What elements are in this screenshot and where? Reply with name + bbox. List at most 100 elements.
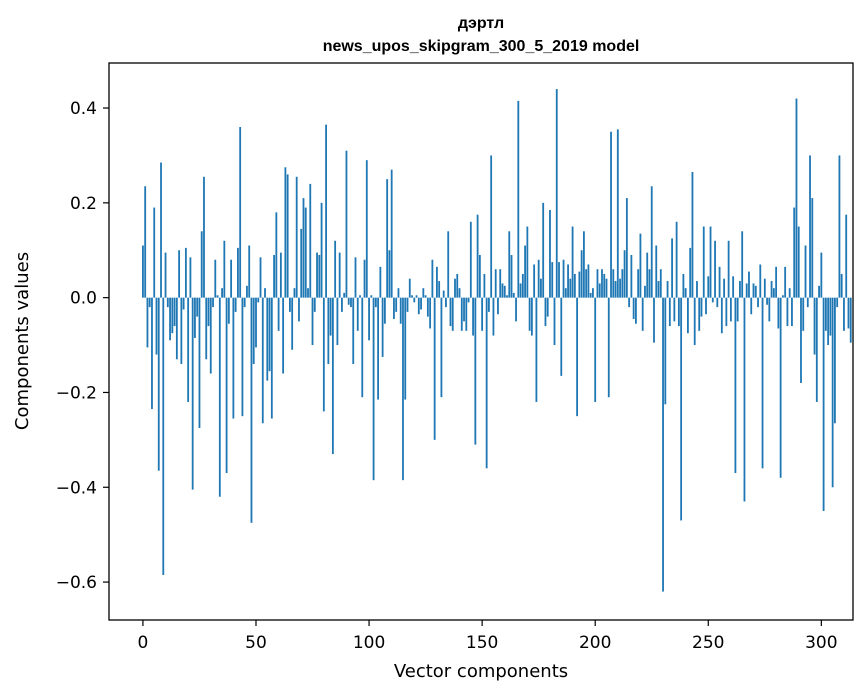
bar	[840, 273, 843, 298]
bar	[363, 259, 366, 298]
bar	[424, 295, 427, 298]
bar	[533, 264, 536, 298]
bar	[325, 124, 327, 298]
bar	[503, 285, 506, 298]
bar	[445, 297, 447, 308]
bar	[408, 278, 411, 298]
bar	[628, 297, 631, 308]
bar	[671, 238, 673, 298]
bar	[709, 226, 712, 298]
bar	[521, 273, 524, 298]
bar	[815, 297, 818, 402]
bar	[820, 252, 823, 298]
bar	[411, 295, 413, 298]
plot-frame	[108, 62, 854, 621]
bar	[345, 150, 348, 298]
bar	[343, 292, 346, 298]
bar	[354, 257, 357, 298]
bar	[431, 259, 434, 298]
bar	[320, 202, 323, 298]
bar	[786, 297, 789, 327]
x-axis-label: Vector components	[394, 661, 568, 682]
bar	[311, 297, 314, 346]
bar	[639, 233, 642, 298]
bar	[770, 281, 773, 298]
bar	[234, 297, 237, 312]
bar	[365, 160, 368, 298]
bar	[257, 297, 260, 303]
bar	[601, 269, 603, 298]
bar	[754, 285, 757, 298]
bar	[393, 297, 395, 319]
bar	[598, 283, 601, 298]
bar	[831, 297, 834, 488]
bar	[745, 283, 748, 298]
bar	[406, 297, 409, 312]
bar	[307, 288, 309, 298]
bar	[625, 198, 628, 298]
bar	[718, 266, 721, 298]
bar	[230, 259, 233, 298]
bar	[781, 295, 784, 298]
bar	[684, 288, 687, 298]
bar	[576, 297, 579, 417]
bar	[836, 297, 839, 308]
chart-title-line-1: дэртл	[458, 15, 504, 32]
bar	[463, 297, 465, 322]
bar	[420, 297, 422, 310]
bar	[252, 297, 255, 365]
bar	[644, 285, 646, 298]
bar	[824, 297, 827, 331]
bar	[243, 297, 246, 308]
bar	[705, 297, 707, 315]
bar	[528, 297, 531, 331]
x-tick-label: 250	[692, 633, 724, 653]
y-tick-label: 0.2	[70, 194, 97, 214]
bar	[189, 257, 192, 298]
bar	[460, 297, 463, 331]
bar	[300, 228, 303, 298]
bar	[741, 231, 744, 298]
bar	[766, 297, 768, 305]
bar	[646, 252, 649, 298]
bar	[526, 226, 529, 298]
bar	[614, 281, 617, 298]
bar	[603, 273, 606, 298]
x-tick-label: 50	[245, 633, 267, 653]
bar	[772, 288, 775, 298]
bar	[157, 297, 160, 471]
bar	[196, 297, 199, 317]
bar	[368, 297, 370, 341]
bar	[822, 297, 825, 511]
x-tick-label: 300	[805, 633, 837, 653]
bar	[637, 269, 640, 298]
bar	[668, 297, 671, 327]
bar	[171, 297, 174, 334]
bar	[451, 297, 454, 331]
bar	[736, 297, 739, 322]
bar	[700, 297, 703, 317]
bar	[214, 259, 217, 298]
bar	[350, 297, 352, 308]
y-tick-label: −0.4	[56, 478, 97, 498]
bar	[239, 127, 242, 298]
bar	[331, 297, 334, 455]
bar	[506, 295, 508, 298]
bar	[784, 266, 787, 298]
bar	[246, 285, 248, 298]
y-tick-label: 0.0	[70, 289, 97, 309]
bar	[802, 297, 805, 331]
bar	[641, 297, 644, 331]
bar	[696, 281, 698, 298]
bar	[313, 297, 316, 312]
bar	[255, 297, 257, 348]
bar	[237, 247, 239, 298]
bar	[544, 297, 547, 327]
bar	[372, 297, 375, 481]
y-tick-label: −0.2	[56, 383, 97, 403]
bar	[553, 297, 556, 346]
bar	[318, 254, 321, 298]
bar	[510, 254, 513, 298]
bar	[723, 278, 726, 298]
bar	[734, 297, 737, 474]
